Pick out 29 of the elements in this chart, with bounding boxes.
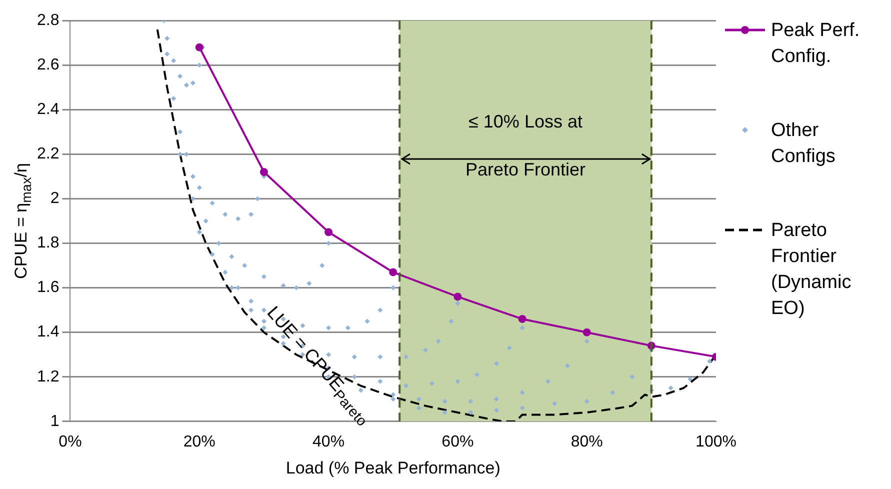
y-tick-label: 2.6 (36, 56, 60, 74)
point (324, 228, 333, 236)
x-tick-label: 60% (442, 433, 474, 450)
point (260, 168, 268, 176)
y-tick-label: 2 (50, 190, 60, 208)
x-tick-label: 0% (58, 433, 82, 450)
y-tick-label: 1.8 (36, 234, 60, 252)
y-tick-label: 2.2 (36, 146, 60, 163)
legend-label: Pareto Frontier (Dynamic EO) (771, 219, 852, 321)
y-tick-label: 1 (50, 412, 60, 430)
y-tick-label: 2.4 (36, 101, 60, 118)
legend-label: Peak Perf. Config. (771, 19, 861, 69)
x-tick-label: 100% (696, 433, 736, 450)
point (195, 43, 204, 52)
text: ≤ 10% Loss at Pareto Frontier (465, 112, 586, 180)
point (389, 268, 398, 276)
y-tick-label: 1.4 (36, 324, 60, 341)
x-tick-label: 20% (183, 433, 216, 450)
point (518, 314, 526, 323)
x-axis-title: Load (% Peak Performance) (286, 458, 500, 478)
x-tick-label: 80% (570, 433, 603, 450)
x-tick-label: 40% (312, 433, 345, 450)
y-tick-label: 1.6 (36, 279, 60, 296)
y-tick-label: 1.2 (36, 368, 60, 386)
legend-label: Other Configs (771, 119, 836, 169)
y-axis-title: CPUE = ηmax/η (12, 163, 34, 279)
y-tick-label: 2.8 (36, 12, 60, 30)
point (582, 328, 591, 336)
point (454, 292, 462, 301)
